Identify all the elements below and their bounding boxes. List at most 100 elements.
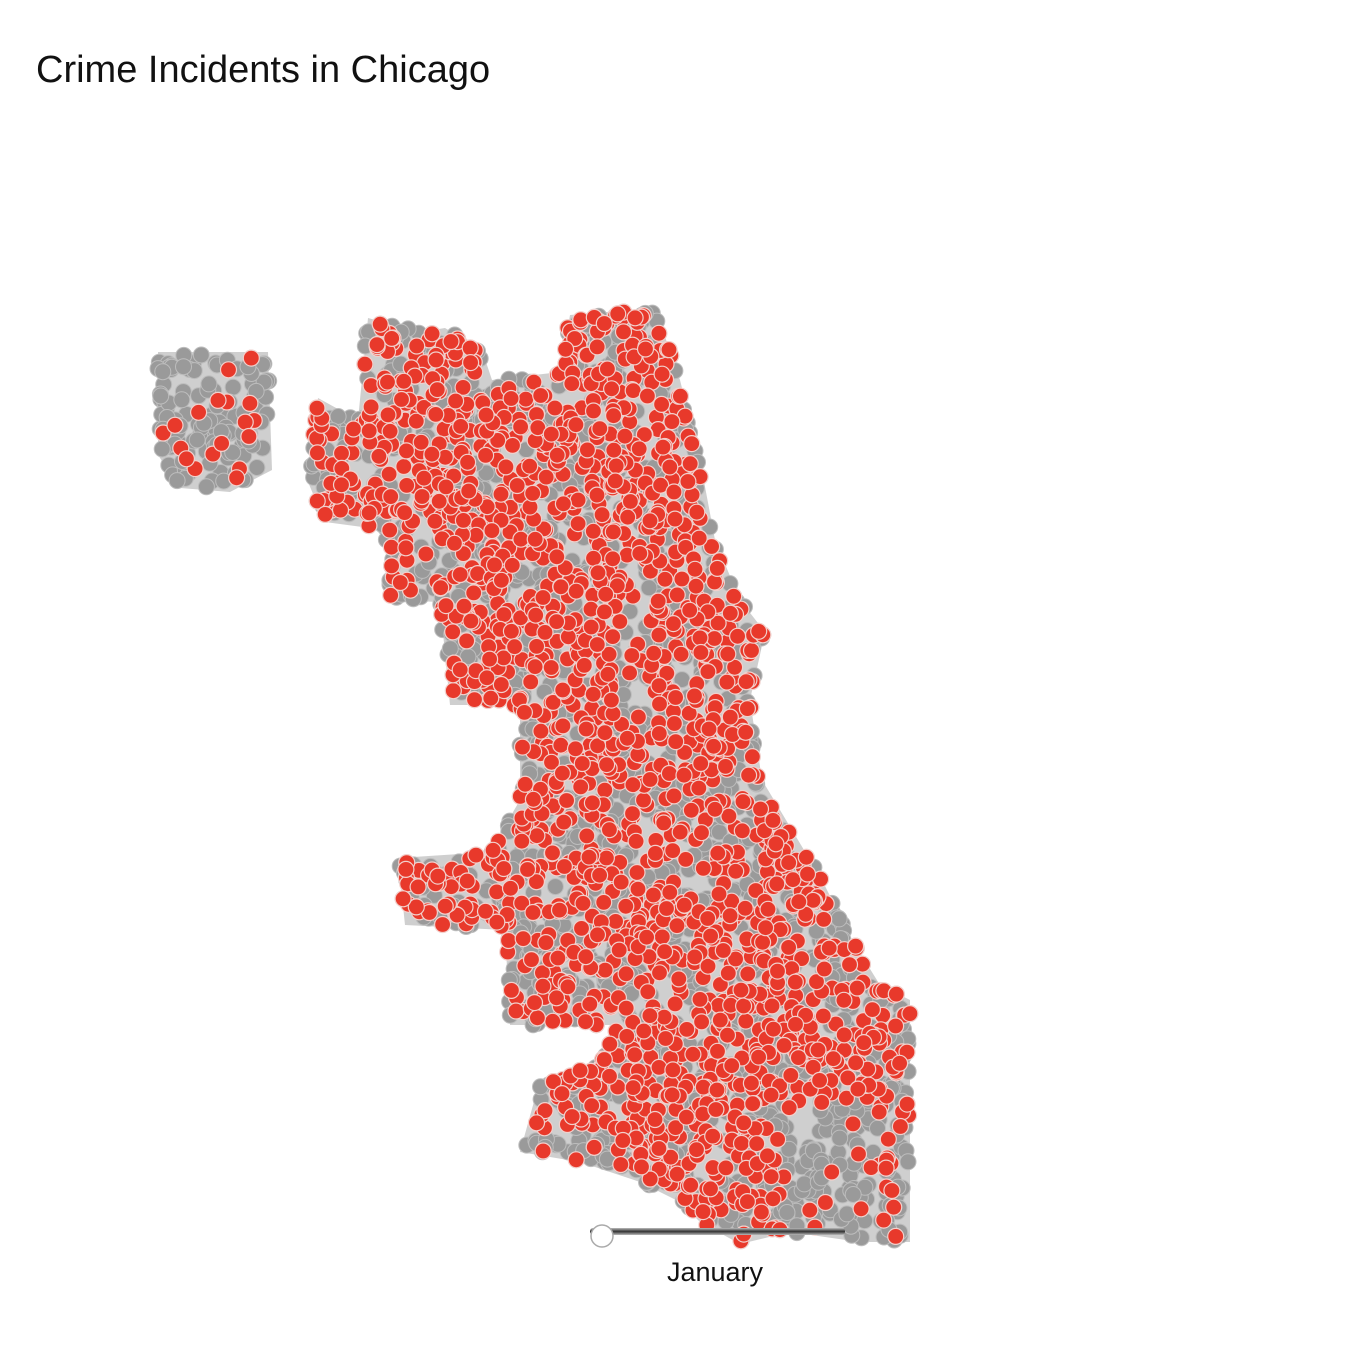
incident-dot — [430, 492, 448, 510]
incident-dot — [484, 841, 502, 859]
incident-dot — [550, 901, 569, 919]
incident-dot — [617, 965, 635, 983]
incident-dot — [612, 873, 630, 891]
incident-dot — [580, 848, 598, 866]
incident-dot — [546, 399, 564, 417]
incident-dot — [569, 514, 587, 533]
incident-dot — [716, 757, 735, 776]
incident-dot — [362, 398, 380, 416]
incident-dot — [495, 859, 513, 878]
incident-dot — [728, 627, 747, 645]
incident-dot — [522, 950, 541, 969]
incident-dot — [478, 669, 496, 687]
incident-dot — [646, 844, 665, 863]
incident-dot — [890, 1054, 909, 1072]
incident-dot — [687, 577, 705, 595]
incident-dot — [727, 862, 745, 880]
incident-dot — [660, 764, 679, 783]
incident-dot — [397, 860, 415, 879]
incident-dot — [329, 408, 347, 425]
incident-dot — [236, 413, 254, 431]
incident-dot — [607, 457, 625, 475]
incident-dot — [395, 457, 413, 476]
incident-dot — [846, 937, 865, 955]
incident-dot — [534, 1142, 552, 1160]
incident-dot — [573, 754, 591, 773]
incident-dot — [617, 999, 635, 1017]
incident-dot — [567, 1151, 585, 1169]
incident-dot — [762, 1167, 780, 1186]
incident-dot — [885, 1198, 903, 1216]
incident-dot — [849, 1145, 868, 1163]
incident-dot — [823, 1163, 841, 1181]
incident-dot — [567, 582, 585, 600]
incident-dot — [525, 993, 544, 1012]
incident-dot — [641, 770, 659, 789]
incident-dot — [701, 1180, 720, 1198]
incident-dot — [602, 691, 621, 709]
incident-dot — [437, 478, 455, 496]
incident-dot — [631, 544, 649, 563]
incident-dot — [381, 521, 399, 539]
incident-dot — [870, 1103, 888, 1121]
incident-dot — [780, 1140, 798, 1158]
incident-dot — [831, 1129, 849, 1147]
incident-dot — [690, 779, 708, 797]
incident-dot — [308, 444, 326, 462]
incident-dot — [650, 324, 668, 342]
incident-dot — [465, 690, 484, 709]
incident-dot — [635, 1022, 653, 1040]
incident-dot — [630, 440, 648, 458]
incident-dot — [492, 675, 510, 694]
incident-dot — [502, 981, 520, 1000]
incident-dot — [544, 1012, 562, 1030]
incident-dot — [495, 605, 513, 624]
incident-dot — [645, 644, 663, 662]
incident-dot — [706, 800, 724, 818]
incident-dot — [719, 645, 737, 663]
incident-dot — [518, 860, 537, 879]
incident-dot — [723, 1057, 741, 1075]
incident-dot — [849, 1080, 867, 1098]
incident-dot — [685, 687, 704, 705]
incident-dot — [844, 1186, 862, 1203]
incident-dot — [779, 938, 798, 957]
incident-dot — [691, 629, 709, 647]
incident-dot — [619, 508, 637, 526]
incident-dot — [154, 363, 172, 381]
incident-dot — [652, 395, 671, 413]
incident-dot — [644, 886, 663, 904]
incident-dot — [732, 1134, 751, 1153]
incident-dot — [308, 399, 326, 417]
incident-dot — [332, 444, 351, 462]
incident-dot — [455, 597, 473, 615]
incident-dot — [886, 1017, 905, 1035]
incident-dot — [639, 983, 657, 1001]
incident-dot — [618, 729, 636, 747]
incident-dot — [589, 564, 607, 582]
incident-dot — [584, 549, 603, 567]
incident-dot — [574, 894, 592, 913]
incident-dot — [526, 530, 544, 548]
incident-dot — [524, 903, 542, 922]
incident-dot — [628, 863, 646, 882]
incident-dot — [582, 618, 600, 636]
incident-dot — [655, 1008, 673, 1026]
incident-dot — [762, 1086, 780, 1104]
incident-dot — [617, 897, 635, 915]
incident-dot — [458, 632, 476, 650]
incident-dot — [629, 708, 648, 726]
incident-dot — [650, 964, 669, 982]
incident-dot — [711, 1011, 729, 1029]
incident-dot — [784, 871, 802, 889]
incident-dot — [442, 332, 460, 351]
incident-dot — [583, 1096, 601, 1115]
incident-dot — [499, 931, 518, 950]
incident-dot — [188, 431, 206, 449]
incident-dot — [634, 791, 653, 809]
incident-dot — [444, 623, 462, 641]
incident-dot — [824, 1050, 842, 1068]
incident-dot — [524, 484, 542, 502]
incident-dot — [710, 885, 728, 903]
incident-dot — [553, 1084, 571, 1103]
